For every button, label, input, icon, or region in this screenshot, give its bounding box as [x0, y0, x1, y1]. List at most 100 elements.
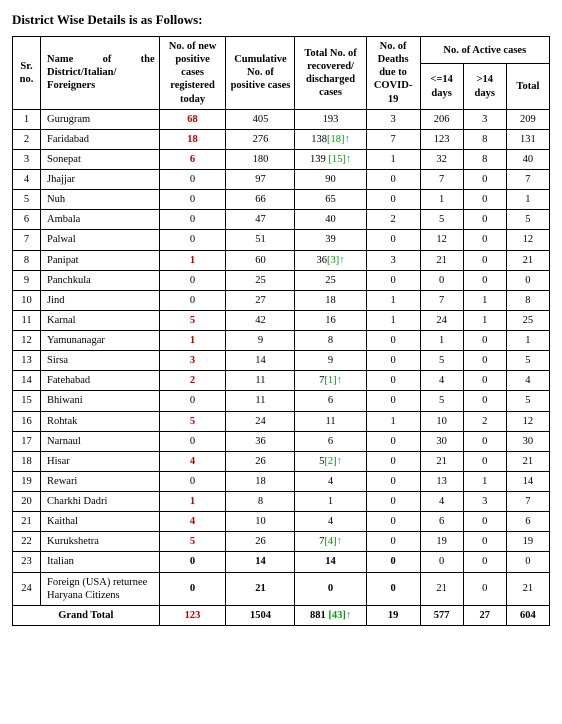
table-cell: 21 [420, 572, 463, 605]
table-cell: 0 [506, 552, 549, 572]
table-cell: 3 [366, 250, 420, 270]
table-cell: 1 [159, 331, 226, 351]
col-active-group: No. of Active cases [420, 37, 549, 64]
table-cell: 9 [226, 331, 295, 351]
table-cell: Fatehabad [41, 371, 160, 391]
table-cell: 8 [463, 149, 506, 169]
col-deaths: No. of Deaths due to COVID-19 [366, 37, 420, 110]
table-cell: 47 [226, 210, 295, 230]
table-cell: 0 [366, 431, 420, 451]
table-row: 22Kurukshetra5267[4]↑019019 [13, 532, 550, 552]
table-row: 11Karnal54216124125 [13, 310, 550, 330]
table-cell: Grand Total [13, 605, 160, 625]
table-cell: 0 [463, 552, 506, 572]
table-cell: 1 [420, 331, 463, 351]
table-cell: 0 [463, 331, 506, 351]
table-row: 2Faridabad18276138[18]↑71238131 [13, 129, 550, 149]
table-cell: 881 [43]↑ [295, 605, 366, 625]
table-cell: Hisar [41, 451, 160, 471]
table-cell: 209 [506, 109, 549, 129]
table-cell: 1 [506, 190, 549, 210]
table-cell: 7 [13, 230, 41, 250]
table-cell: 0 [463, 190, 506, 210]
table-cell: 40 [295, 210, 366, 230]
table-cell: 7 [420, 290, 463, 310]
table-cell: 36[3]↑ [295, 250, 366, 270]
table-row: 10Jind027181718 [13, 290, 550, 310]
table-cell: 21 [420, 250, 463, 270]
table-cell: 0 [463, 250, 506, 270]
table-cell: 1 [159, 250, 226, 270]
table-cell: 0 [366, 572, 420, 605]
table-cell: 6 [420, 512, 463, 532]
table-cell: Rohtak [41, 411, 160, 431]
table-cell: 1 [366, 310, 420, 330]
table-cell: 0 [463, 210, 506, 230]
table-cell: 21 [506, 451, 549, 471]
table-cell: 66 [226, 190, 295, 210]
table-cell: 12 [13, 331, 41, 351]
table-cell: 3 [13, 149, 41, 169]
table-cell: Kurukshetra [41, 532, 160, 552]
table-cell: 4 [13, 170, 41, 190]
table-cell: 16 [295, 310, 366, 330]
table-cell: 0 [366, 471, 420, 491]
table-cell: 193 [295, 109, 366, 129]
table-cell: 22 [13, 532, 41, 552]
table-cell: 9 [295, 351, 366, 371]
table-cell: 13 [420, 471, 463, 491]
table-cell: 25 [506, 310, 549, 330]
table-header: Sr. no. Name of the District/Italian/ Fo… [13, 37, 550, 110]
table-cell: 25 [226, 270, 295, 290]
table-cell: Bhiwani [41, 391, 160, 411]
col-g14: >14 days [463, 64, 506, 109]
table-cell: 131 [506, 129, 549, 149]
table-cell: 1 [13, 109, 41, 129]
page-title: District Wise Details is as Follows: [12, 12, 550, 28]
table-cell: 23 [13, 552, 41, 572]
table-cell: 139 [15]↑ [295, 149, 366, 169]
table-cell: 0 [159, 270, 226, 290]
col-a14: <=14 days [420, 64, 463, 109]
table-cell: 39 [295, 230, 366, 250]
table-cell: 30 [420, 431, 463, 451]
table-cell: 1 [295, 492, 366, 512]
table-cell: 0 [366, 190, 420, 210]
table-cell: 26 [226, 451, 295, 471]
col-sr: Sr. no. [13, 37, 41, 110]
table-cell: 604 [506, 605, 549, 625]
table-cell: 0 [463, 512, 506, 532]
table-cell: 4 [506, 371, 549, 391]
table-row: 7Palwal05139012012 [13, 230, 550, 250]
table-cell: 0 [506, 270, 549, 290]
table-cell: 10 [13, 290, 41, 310]
table-cell: 2 [159, 371, 226, 391]
table-cell: 7 [506, 492, 549, 512]
table-cell: 24 [226, 411, 295, 431]
table-row: 14Fatehabad2117[1]↑0404 [13, 371, 550, 391]
table-cell: 0 [366, 391, 420, 411]
table-cell: Sonepat [41, 149, 160, 169]
table-cell: 4 [295, 471, 366, 491]
table-cell: Panipat [41, 250, 160, 270]
table-cell: 3 [366, 109, 420, 129]
table-row: 8Panipat16036[3]↑321021 [13, 250, 550, 270]
table-cell: 90 [295, 170, 366, 190]
table-cell: 0 [463, 351, 506, 371]
table-cell: 14 [226, 351, 295, 371]
table-cell: 4 [295, 512, 366, 532]
table-cell: 3 [159, 351, 226, 371]
table-cell: 0 [463, 532, 506, 552]
table-cell: 0 [295, 572, 366, 605]
table-cell: Palwal [41, 230, 160, 250]
col-new: No. of new positive cases registered tod… [159, 37, 226, 110]
table-cell: 1 [366, 290, 420, 310]
col-name: Name of the District/Italian/ Foreigners [41, 37, 160, 110]
table-cell: 8 [13, 250, 41, 270]
table-cell: 0 [366, 351, 420, 371]
table-cell: 36 [226, 431, 295, 451]
table-cell: 8 [506, 290, 549, 310]
table-cell: 14 [226, 552, 295, 572]
table-cell: 7[1]↑ [295, 371, 366, 391]
table-cell: 5 [13, 190, 41, 210]
